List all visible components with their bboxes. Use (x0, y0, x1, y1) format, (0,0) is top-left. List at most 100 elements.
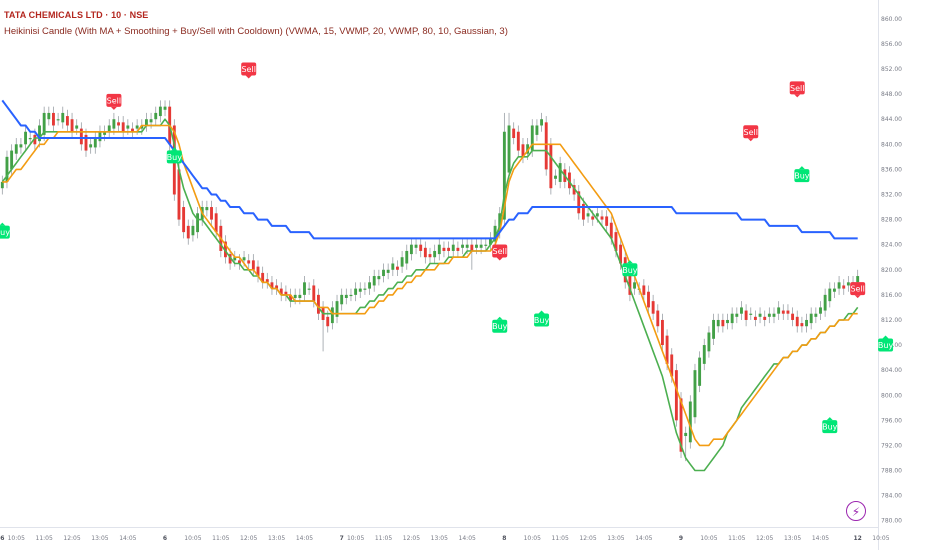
bear-candle (210, 207, 213, 220)
bull-candle (10, 150, 14, 170)
x-tick-label: 12:05 (579, 535, 596, 542)
x-tick-label: 8 (502, 535, 506, 542)
bear-candle (619, 244, 623, 264)
bull-candle (633, 282, 636, 289)
bull-candle (126, 125, 130, 129)
bull-candle (372, 276, 376, 286)
bear-candle (237, 260, 241, 264)
bear-candle (795, 316, 799, 327)
ma-line (1, 99, 858, 240)
signal-label: Buy (622, 266, 638, 275)
buy-signal[interactable]: Buy (794, 166, 810, 183)
bear-candle (131, 128, 134, 132)
x-tick-label: 12:05 (63, 535, 80, 542)
bear-candle (182, 207, 186, 233)
bull-candle (112, 119, 116, 129)
bull-candle (586, 213, 590, 217)
bull-candle (98, 131, 102, 142)
signal-box (492, 319, 508, 333)
sell-signal[interactable]: Sell (241, 62, 257, 79)
bull-candle (400, 257, 404, 267)
bull-candle (340, 294, 344, 305)
bull-candle (28, 138, 32, 140)
x-tick-label: 6 (163, 535, 167, 542)
bear-candle (753, 316, 757, 320)
y-tick-label: 856.00 (881, 41, 902, 48)
bear-candle (186, 225, 190, 239)
sell-signal[interactable]: Sell (743, 125, 759, 142)
bull-candle (828, 288, 832, 302)
y-tick-label: 852.00 (881, 66, 902, 73)
buy-signal[interactable]: Buy (622, 260, 638, 277)
price-axis[interactable]: 780.00 784.00 788.00 792.00 796.00 800.00 804.… (881, 16, 902, 525)
bull-candle (386, 269, 390, 273)
sell-signal[interactable]: Sell (789, 81, 805, 98)
y-tick-label: 792.00 (881, 442, 902, 449)
signal-pointer (245, 75, 252, 79)
x-tick-label: 9 (679, 535, 683, 542)
bear-candle (251, 260, 255, 270)
bear-candle (614, 232, 618, 251)
bull-candle (24, 131, 28, 145)
bull-candle (772, 313, 776, 317)
buy-signal[interactable]: Buy (0, 222, 10, 239)
buy-signal[interactable]: Buy (492, 316, 508, 333)
bull-candle (191, 225, 195, 236)
indicator-label[interactable]: Heikinisi Candle (With MA + Smoothing + … (4, 26, 508, 37)
bull-candle (767, 313, 771, 317)
bull-candle (89, 144, 93, 148)
bear-candle (316, 294, 320, 314)
bull-candle (330, 307, 334, 324)
signal-box (794, 169, 810, 183)
buy-signal[interactable]: Buy (822, 417, 838, 434)
x-tick-label: 13:05 (431, 535, 448, 542)
signal-box (534, 313, 550, 327)
time-axis[interactable]: 6 10:05 11:05 12:05 13:05 14:05 6 10:05 11:05 12:… (0, 535, 890, 542)
y-tick-label: 848.00 (881, 91, 902, 98)
bear-candle (121, 122, 125, 132)
bull-candle (149, 119, 153, 123)
chart-legend: TATA CHEMICALS LTD · 10 · NSE Heikinisi … (4, 10, 508, 37)
bear-candle (52, 112, 55, 126)
bull-candle (684, 432, 688, 437)
buy-signal[interactable]: Buy (167, 147, 183, 164)
bull-candle (363, 288, 367, 290)
x-tick-label: 13:05 (268, 535, 285, 542)
sell-signal[interactable]: Sell (492, 244, 508, 261)
bull-candle (38, 125, 41, 142)
bull-candle (726, 319, 729, 324)
x-tick-label: 11:05 (552, 535, 569, 542)
buy-signal[interactable]: Buy (878, 335, 894, 352)
x-tick-label: 10:05 (347, 535, 364, 542)
bull-candle (349, 294, 353, 297)
sell-signal[interactable]: Sell (850, 282, 866, 299)
bull-candle (242, 257, 246, 261)
bull-candle (693, 370, 697, 418)
x-tick-label: 14:05 (459, 535, 476, 542)
bull-candle (140, 125, 144, 129)
y-tick-label: 788.00 (881, 468, 902, 475)
bull-candle (740, 307, 743, 314)
y-tick-label: 824.00 (881, 242, 902, 249)
signal-pointer (496, 257, 503, 261)
x-tick-label: 7 (340, 535, 344, 542)
bear-candle (516, 131, 520, 151)
bull-candle (484, 244, 488, 246)
lightning-bolt-icon[interactable]: ⚡ (846, 501, 866, 521)
x-tick-label: 10:05 (8, 535, 25, 542)
sell-signal[interactable]: Sell (106, 93, 122, 110)
bear-candle (177, 169, 181, 220)
bull-candle (856, 276, 860, 283)
x-tick-label: 10:05 (700, 535, 717, 542)
buy-signal[interactable]: Buy (534, 310, 550, 327)
x-tick-label: 13:05 (607, 535, 624, 542)
moving-averages (1, 99, 859, 472)
y-tick-label: 840.00 (881, 141, 902, 148)
x-tick-label: 14:05 (812, 535, 829, 542)
y-tick-label: 828.00 (881, 217, 902, 224)
bull-candle (814, 313, 818, 317)
bull-candle (405, 250, 409, 264)
bull-candle (14, 144, 18, 154)
